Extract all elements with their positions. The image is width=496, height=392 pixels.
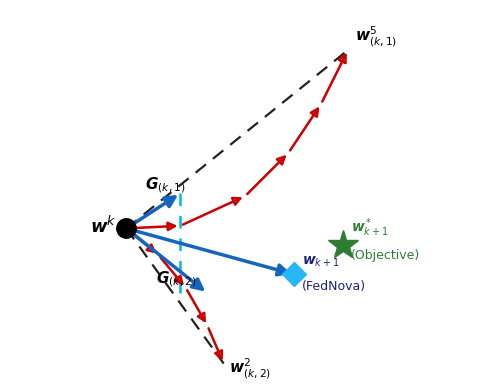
Text: (FedNova): (FedNova) <box>302 280 366 293</box>
Text: $\boldsymbol{w}_{k+1}$: $\boldsymbol{w}_{k+1}$ <box>302 254 340 269</box>
Text: (Objective): (Objective) <box>351 249 420 262</box>
Text: $\boldsymbol{G}_{(k,1)}$: $\boldsymbol{G}_{(k,1)}$ <box>145 175 186 195</box>
Text: $\boldsymbol{w}^*_{k+1}$: $\boldsymbol{w}^*_{k+1}$ <box>351 217 388 239</box>
Text: $\boldsymbol{w}^5_{(k,1)}$: $\boldsymbol{w}^5_{(k,1)}$ <box>355 24 397 49</box>
Text: $\boldsymbol{w}^k$: $\boldsymbol{w}^k$ <box>90 215 117 236</box>
Text: $\boldsymbol{G}_{(k,2)}$: $\boldsymbol{G}_{(k,2)}$ <box>156 269 196 289</box>
Text: $\boldsymbol{w}^2_{(k,2)}$: $\boldsymbol{w}^2_{(k,2)}$ <box>229 357 271 381</box>
